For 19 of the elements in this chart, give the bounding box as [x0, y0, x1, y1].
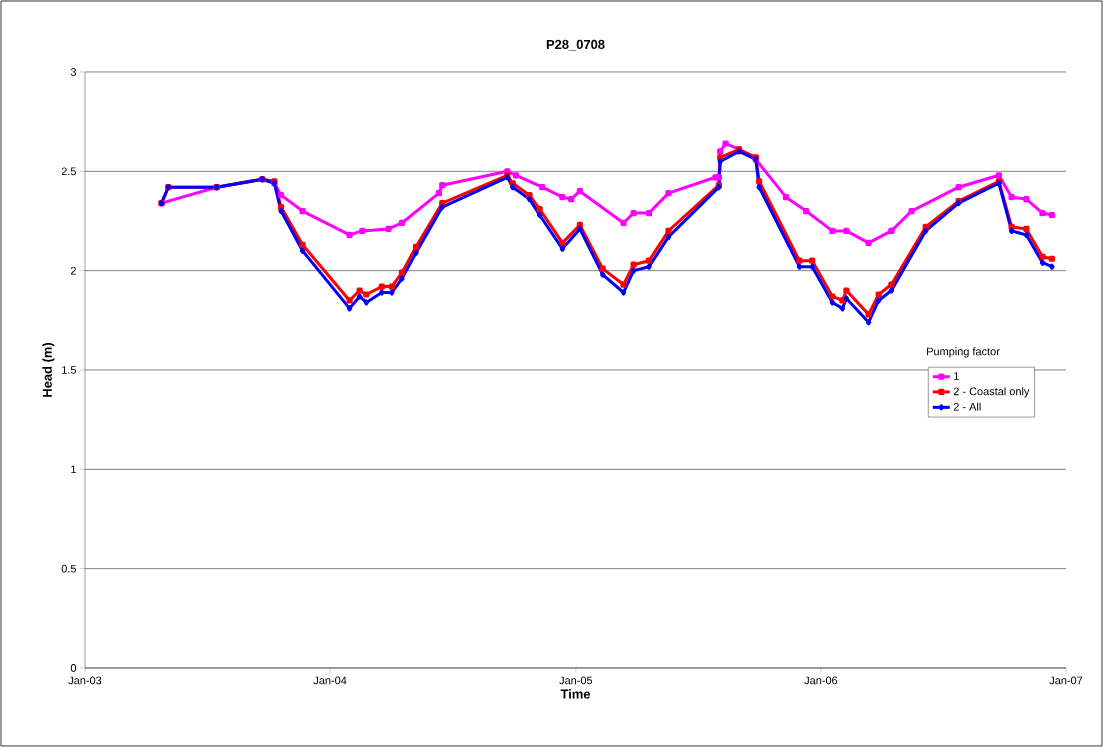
x-tick-label: Jan-06	[804, 676, 838, 685]
x-tick-label: Jan-04	[313, 676, 347, 685]
legend-title: Pumping factor	[927, 347, 1000, 358]
x-tick-label: Jan-07	[1049, 676, 1083, 685]
x-axis-title: Time	[560, 689, 591, 699]
y-tick-label: 2	[70, 266, 76, 275]
x-tick-label: Jan-03	[68, 676, 102, 685]
y-tick-label: 1	[71, 465, 76, 474]
y-tick-label: 1.5	[62, 366, 77, 374]
chart-title: P28_0708	[546, 39, 605, 51]
y-axis-title: Head (m)	[42, 342, 55, 397]
y-tick-label: 0.5	[61, 564, 77, 573]
legend-label: 1	[954, 372, 959, 380]
x-tick-label: Jan-05	[559, 676, 593, 685]
y-tick-label: 3	[70, 68, 76, 76]
legend-label: 2 - Coastal only	[953, 387, 1030, 398]
y-tick-label: 0	[70, 664, 77, 672]
y-tick-label: 2.5	[61, 167, 77, 176]
legend-label: 2 - All	[953, 402, 981, 411]
